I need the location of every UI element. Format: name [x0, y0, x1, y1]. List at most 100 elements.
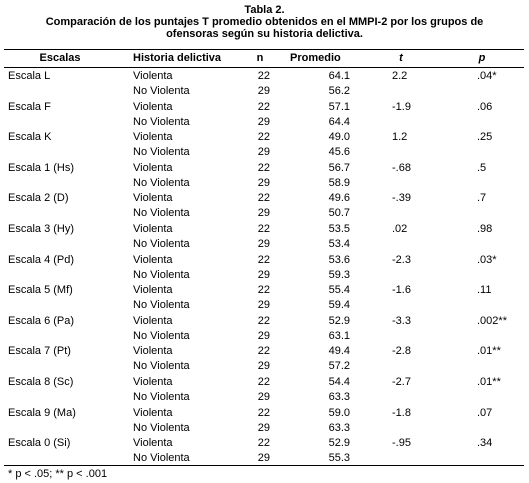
scale-name: Escala 0 (Si) — [8, 437, 71, 450]
mean-value: 57.2 — [328, 360, 350, 373]
n-value: 29 — [257, 85, 270, 97]
n-value: 22 — [257, 314, 270, 327]
history: No Violenta — [133, 238, 190, 250]
p-value: .01** — [477, 376, 501, 388]
table-title: Tabla 2. — [244, 4, 285, 16]
t-value: -2.8 — [392, 345, 411, 358]
scale-name: Escala 6 (Pa) — [8, 314, 75, 327]
column-header: Historia delictiva — [133, 52, 222, 64]
n-value: 22 — [257, 161, 270, 174]
t-value: -1.6 — [392, 284, 411, 297]
column-header: Escalas — [39, 52, 81, 64]
p-value: .04* — [477, 70, 497, 82]
n-value: 29 — [257, 238, 270, 250]
mean-value: 49.4 — [328, 345, 350, 358]
n-value: 29 — [257, 299, 270, 312]
t-value: -.39 — [392, 192, 411, 205]
t-value: -2.3 — [392, 253, 411, 266]
p-value: .5 — [477, 161, 487, 174]
history: Violenta — [133, 406, 173, 419]
n-value: 22 — [257, 100, 270, 113]
history: No Violenta — [133, 360, 190, 373]
p-value: .98 — [477, 223, 493, 235]
n-value: 22 — [257, 406, 270, 419]
scale-name: Escala 2 (D) — [8, 192, 69, 205]
mean-value: 56.2 — [328, 85, 350, 97]
mean-value: 63.3 — [328, 421, 350, 434]
mean-value: 49.0 — [328, 131, 350, 144]
scale-name: Escala F — [8, 100, 51, 113]
t-value: .02 — [392, 223, 408, 235]
n-value: 29 — [257, 115, 270, 128]
scale-name: Escala 3 (Hy) — [8, 223, 75, 235]
history: No Violenta — [133, 391, 190, 403]
column-header: n — [256, 52, 264, 64]
footnote: * p < .05; ** p < .001 — [8, 468, 108, 480]
history: No Violenta — [133, 207, 190, 220]
rule — [4, 465, 524, 466]
table-caption: Comparación de los puntajes T promedio o… — [45, 16, 484, 28]
n-value: 22 — [257, 223, 270, 235]
p-value: .03* — [477, 253, 497, 266]
scale-name: Escala 8 (Sc) — [8, 376, 74, 388]
mean-value: 52.9 — [328, 314, 350, 327]
history: No Violenta — [133, 176, 190, 189]
n-value: 22 — [257, 70, 270, 82]
history: No Violenta — [133, 268, 190, 281]
p-value: .07 — [477, 406, 493, 419]
n-value: 22 — [257, 345, 270, 358]
mean-value: 55.3 — [328, 452, 350, 465]
mean-value: 50.7 — [328, 207, 350, 220]
n-value: 22 — [257, 284, 270, 297]
history: Violenta — [133, 437, 173, 450]
n-value: 29 — [257, 329, 270, 342]
history: Violenta — [133, 376, 173, 388]
history: No Violenta — [133, 146, 190, 159]
mean-value: 57.1 — [328, 100, 350, 113]
mean-value: 64.4 — [328, 115, 350, 128]
n-value: 29 — [257, 421, 270, 434]
history: No Violenta — [133, 115, 190, 128]
history: Violenta — [133, 253, 173, 266]
column-header: p — [478, 52, 486, 64]
t-value: -.95 — [392, 437, 411, 450]
mean-value: 53.4 — [328, 238, 350, 250]
p-value: .34 — [477, 437, 493, 450]
t-value: 1.2 — [392, 131, 408, 144]
mean-value: 45.6 — [328, 146, 350, 159]
n-value: 29 — [257, 146, 270, 159]
mean-value: 52.9 — [328, 437, 350, 450]
history: Violenta — [133, 314, 173, 327]
n-value: 22 — [257, 192, 270, 205]
history: No Violenta — [133, 329, 190, 342]
mean-value: 64.1 — [328, 70, 350, 82]
column-header: t — [399, 52, 403, 64]
scale-name: Escala L — [8, 70, 51, 82]
history: Violenta — [133, 131, 173, 144]
mean-value: 63.1 — [328, 329, 350, 342]
n-value: 29 — [257, 452, 270, 465]
p-value: .01** — [477, 345, 501, 358]
history: No Violenta — [133, 421, 190, 434]
n-value: 29 — [257, 176, 270, 189]
history: Violenta — [133, 192, 173, 205]
mean-value: 59.3 — [328, 268, 350, 281]
history: Violenta — [133, 161, 173, 174]
mean-value: 59.4 — [328, 299, 350, 312]
n-value: 29 — [257, 360, 270, 373]
history: Violenta — [133, 70, 173, 82]
p-value: .002** — [477, 314, 507, 327]
scale-name: Escala 1 (Hs) — [8, 161, 75, 174]
mean-value: 49.6 — [328, 192, 350, 205]
n-value: 29 — [257, 207, 270, 220]
mean-value: 59.0 — [328, 406, 350, 419]
scale-name: Escala 4 (Pd) — [8, 253, 75, 266]
n-value: 22 — [257, 376, 270, 388]
history: No Violenta — [133, 85, 190, 97]
p-value: .25 — [477, 131, 493, 144]
n-value: 29 — [257, 391, 270, 403]
t-value: -2.7 — [392, 376, 411, 388]
n-value: 22 — [257, 437, 270, 450]
mean-value: 54.4 — [328, 376, 350, 388]
